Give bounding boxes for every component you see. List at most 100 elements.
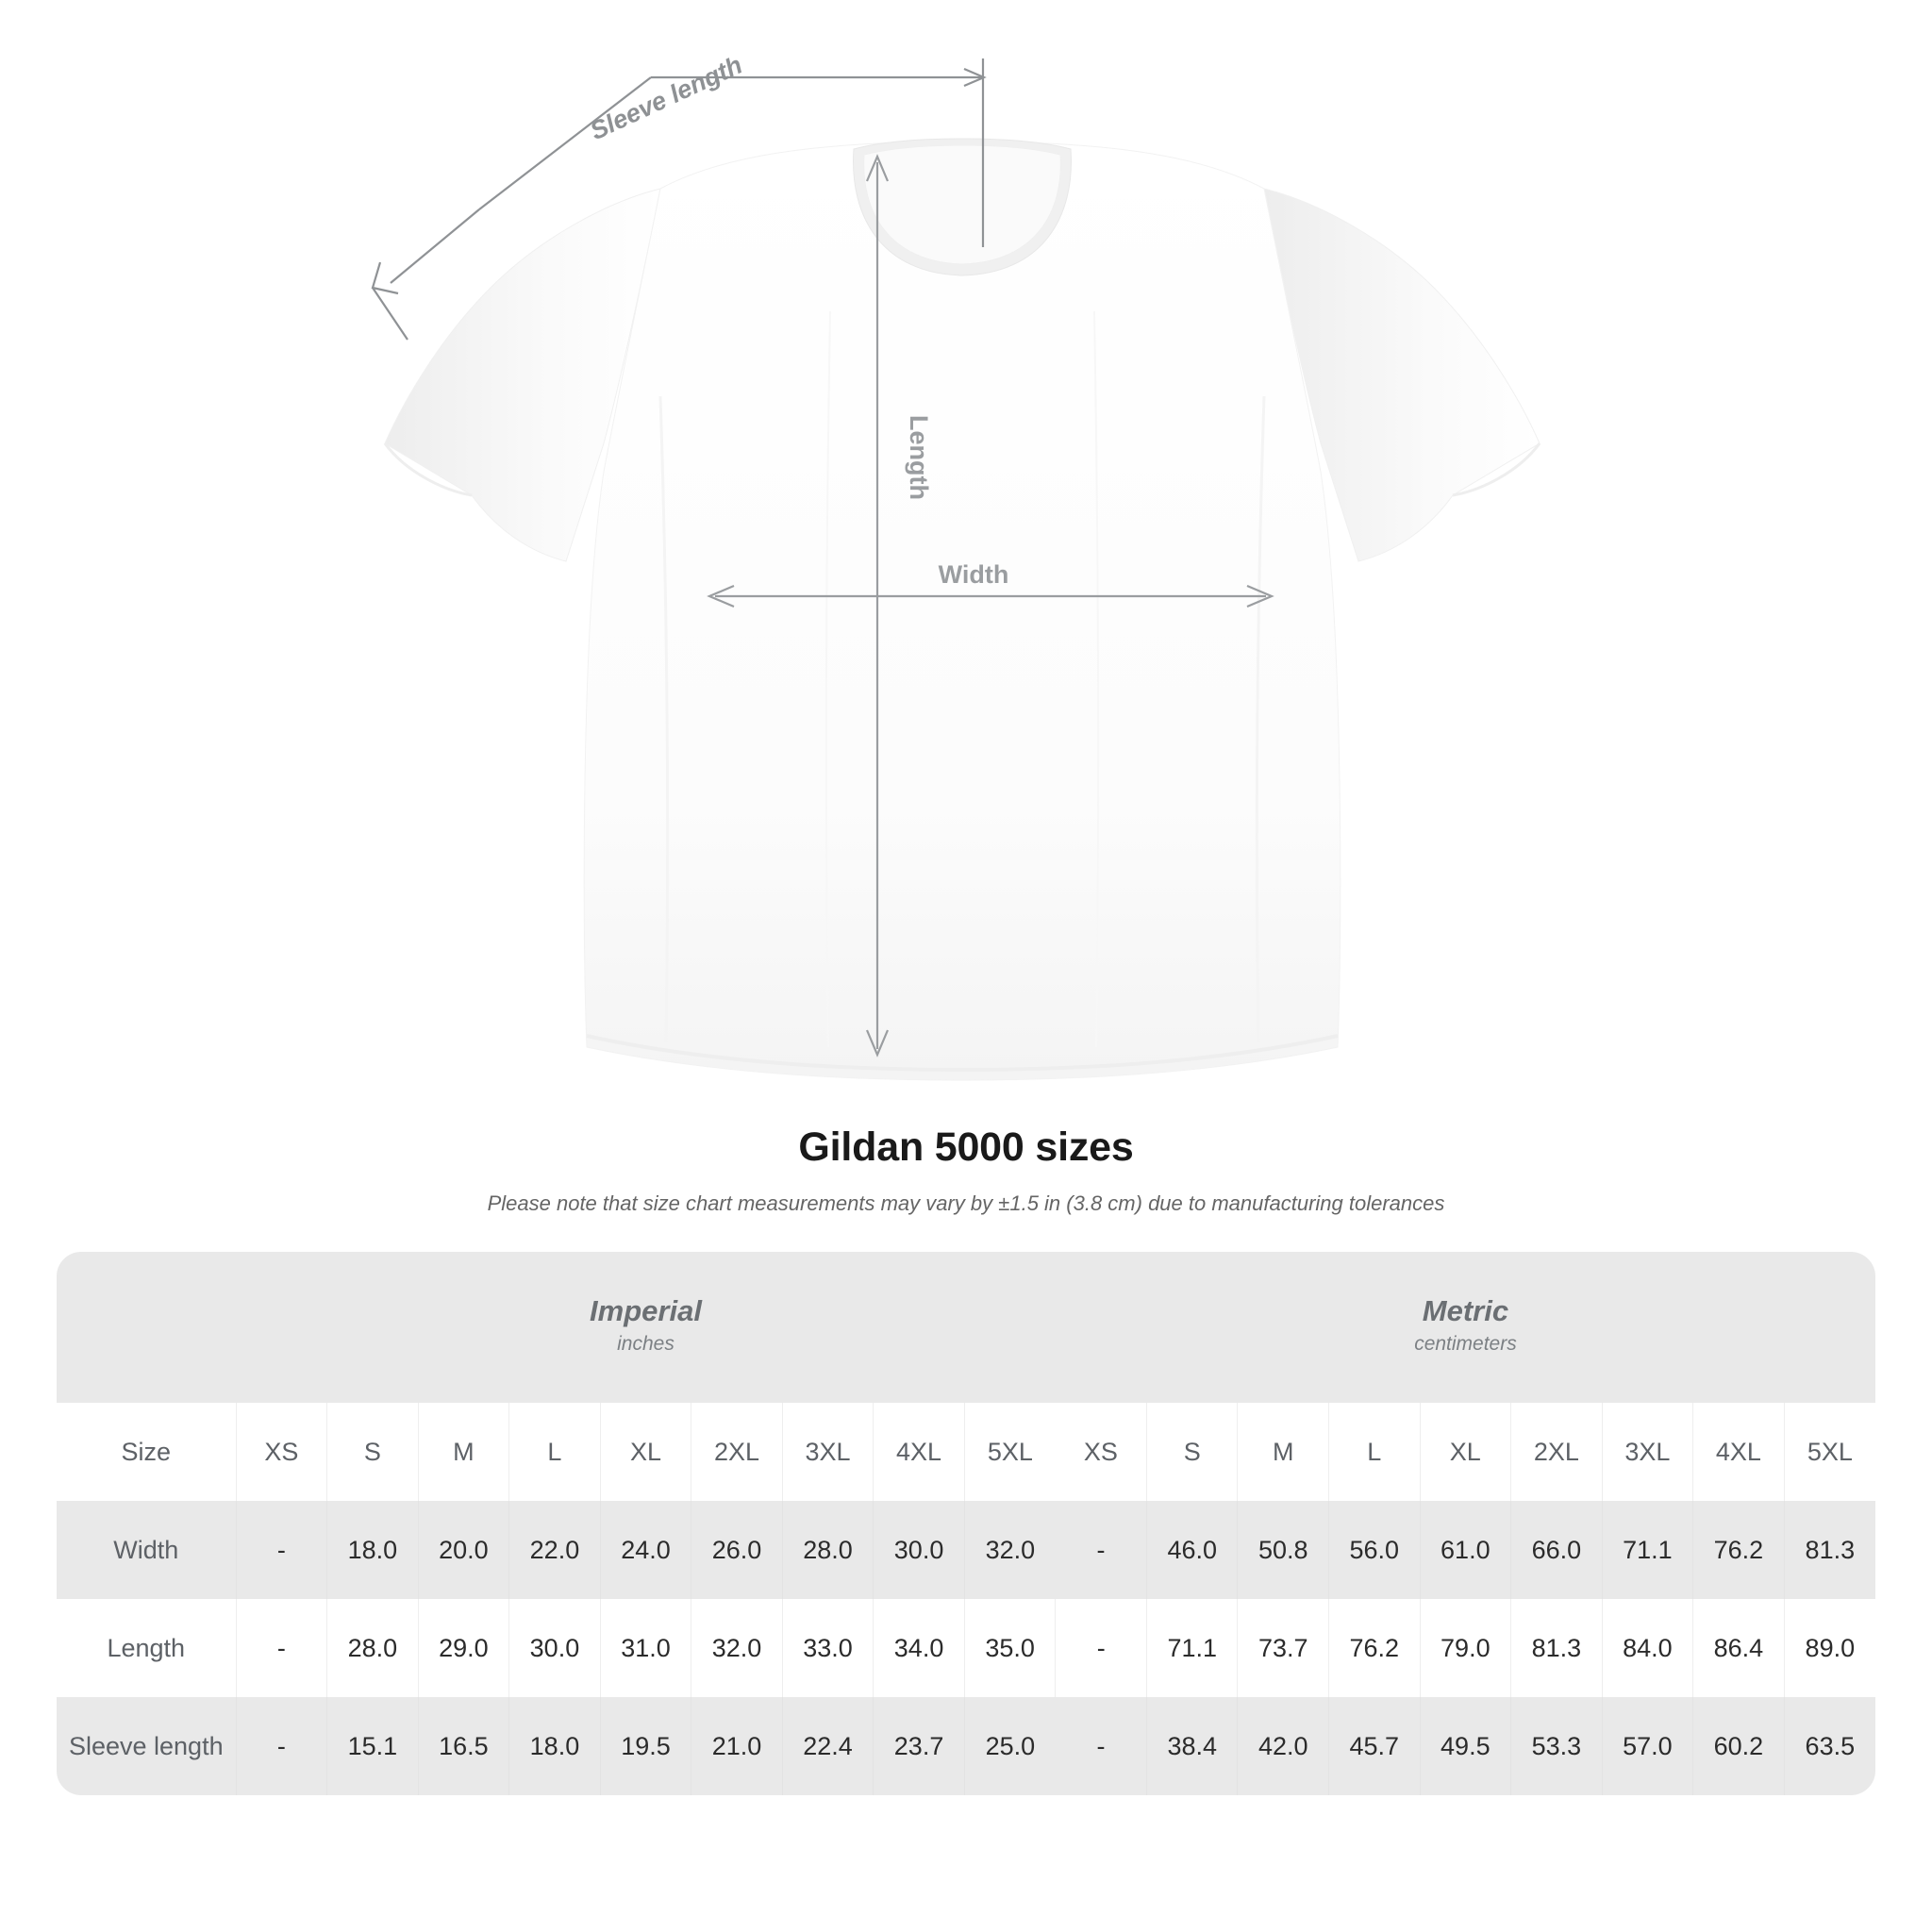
cell-sleeve-length-imperial-5xl: 25.0 xyxy=(963,1697,1056,1795)
cell-sleeve-length-imperial-4xl: 23.7 xyxy=(873,1697,965,1795)
size-header-metric-4xl: 4XL xyxy=(1692,1403,1785,1501)
cell-width-metric-s: 46.0 xyxy=(1145,1501,1238,1599)
cell-length-imperial-s: 28.0 xyxy=(326,1599,419,1697)
sleeve-length-measure xyxy=(371,58,987,341)
cell-length-metric-4xl: 86.4 xyxy=(1692,1599,1785,1697)
cell-sleeve-length-imperial-l: 18.0 xyxy=(508,1697,601,1795)
size-header-imperial-xs: XS xyxy=(235,1403,327,1501)
cell-sleeve-length-metric-xl: 49.5 xyxy=(1419,1697,1511,1795)
cell-length-metric-3xl: 84.0 xyxy=(1601,1599,1693,1697)
cell-width-metric-2xl: 66.0 xyxy=(1510,1501,1603,1599)
cell-length-imperial-m: 29.0 xyxy=(417,1599,509,1697)
cell-length-metric-l: 76.2 xyxy=(1328,1599,1421,1697)
cell-width-metric-5xl: 81.3 xyxy=(1783,1501,1875,1599)
length-measure xyxy=(865,154,890,1058)
table-row: Length -28.0 29.0 30.0 31.0 32.0 33.0 34.0 35.0-… xyxy=(57,1599,1875,1697)
sleeve-length-label: Sleeve length xyxy=(586,50,746,145)
unit-header-spacer xyxy=(57,1252,237,1403)
cell-length-imperial-3xl: 33.0 xyxy=(781,1599,874,1697)
cell-length-imperial-xs: - xyxy=(235,1599,327,1697)
unit-group-metric: Metric centimeters xyxy=(1055,1252,1875,1403)
cell-length-imperial-5xl: 35.0 xyxy=(963,1599,1056,1697)
size-header-imperial-m: M xyxy=(417,1403,509,1501)
size-header-metric-xs: XS xyxy=(1055,1403,1147,1501)
size-header-metric-2xl: 2XL xyxy=(1510,1403,1603,1501)
unit-name-imperial: Imperial xyxy=(590,1294,702,1328)
size-header-imperial-l: L xyxy=(508,1403,601,1501)
size-header-imperial-4xl: 4XL xyxy=(873,1403,965,1501)
size-column-label: Size xyxy=(57,1403,237,1501)
cell-length-metric-5xl: 89.0 xyxy=(1783,1599,1875,1697)
cell-sleeve-length-metric-s: 38.4 xyxy=(1145,1697,1238,1795)
cell-width-imperial-xs: - xyxy=(235,1501,327,1599)
cell-sleeve-length-metric-l: 45.7 xyxy=(1328,1697,1421,1795)
cell-sleeve-length-metric-3xl: 57.0 xyxy=(1601,1697,1693,1795)
unit-name-metric: Metric xyxy=(1422,1294,1509,1328)
size-header-imperial-3xl: 3XL xyxy=(781,1403,874,1501)
title-block: Gildan 5000 sizes Please note that size … xyxy=(0,1113,1932,1216)
size-header-metric-s: S xyxy=(1145,1403,1238,1501)
cell-width-imperial-l: 22.0 xyxy=(508,1501,601,1599)
row-label-sleeve-length: Sleeve length xyxy=(57,1697,237,1795)
cell-width-imperial-4xl: 30.0 xyxy=(873,1501,965,1599)
cell-length-metric-xl: 79.0 xyxy=(1419,1599,1511,1697)
unit-sub-imperial: inches xyxy=(617,1333,675,1356)
cell-length-metric-s: 71.1 xyxy=(1145,1599,1238,1697)
width-label: Width xyxy=(939,560,1009,589)
cell-sleeve-length-metric-xs: - xyxy=(1055,1697,1147,1795)
cell-length-imperial-xl: 31.0 xyxy=(599,1599,691,1697)
cell-width-imperial-m: 20.0 xyxy=(417,1501,509,1599)
cell-sleeve-length-metric-5xl: 63.5 xyxy=(1783,1697,1875,1795)
cell-sleeve-length-metric-4xl: 60.2 xyxy=(1692,1697,1785,1795)
cell-width-imperial-xl: 24.0 xyxy=(599,1501,691,1599)
table-row: Sleeve length -15.1 16.5 18.0 19.5 21.0 22.4 23… xyxy=(57,1697,1875,1795)
row-label-width: Width xyxy=(57,1501,237,1599)
tshirt-body-shape xyxy=(383,138,1541,1081)
unit-group-imperial: Imperial inches xyxy=(236,1252,1056,1403)
cell-sleeve-length-metric-2xl: 53.3 xyxy=(1510,1697,1603,1795)
tshirt-illustration: Sleeve length Length Width xyxy=(371,50,1541,1081)
cell-width-metric-xs: - xyxy=(1055,1501,1147,1599)
size-header-imperial-xl: XL xyxy=(599,1403,691,1501)
page-subtitle: Please note that size chart measurements… xyxy=(487,1191,1445,1215)
table-row: Width -18.0 20.0 22.0 24.0 26.0 28.0 30.0 32.0-4… xyxy=(57,1501,1875,1599)
cell-length-metric-xs: - xyxy=(1055,1599,1147,1697)
width-measure xyxy=(707,584,1274,608)
size-header-metric-m: M xyxy=(1237,1403,1329,1501)
size-header-metric-3xl: 3XL xyxy=(1601,1403,1693,1501)
size-header-imperial-5xl: 5XL xyxy=(963,1403,1056,1501)
size-header-metric-xl: XL xyxy=(1419,1403,1511,1501)
cell-sleeve-length-imperial-s: 15.1 xyxy=(326,1697,419,1795)
row-label-length: Length xyxy=(57,1599,237,1697)
cell-width-metric-4xl: 76.2 xyxy=(1692,1501,1785,1599)
cell-sleeve-length-imperial-xl: 19.5 xyxy=(599,1697,691,1795)
size-chart-table: Imperial inches Metric centimeters Size … xyxy=(57,1252,1875,1795)
size-table-container: Imperial inches Metric centimeters Size … xyxy=(0,1252,1932,1795)
size-header-imperial-s: S xyxy=(326,1403,419,1501)
cell-width-metric-xl: 61.0 xyxy=(1419,1501,1511,1599)
length-label: Length xyxy=(905,415,933,500)
cell-sleeve-length-imperial-2xl: 21.0 xyxy=(691,1697,783,1795)
size-header-imperial-2xl: 2XL xyxy=(691,1403,783,1501)
cell-length-imperial-4xl: 34.0 xyxy=(873,1599,965,1697)
cell-length-metric-m: 73.7 xyxy=(1237,1599,1329,1697)
size-header-row: Size XS S M L XL 2XL 3XL 4XL 5XL XS S M L XL 2XL 3XL 4XL… xyxy=(57,1403,1875,1501)
page-title: Gildan 5000 sizes xyxy=(798,1124,1134,1170)
cell-length-imperial-2xl: 32.0 xyxy=(691,1599,783,1697)
cell-sleeve-length-metric-m: 42.0 xyxy=(1237,1697,1329,1795)
cell-width-imperial-2xl: 26.0 xyxy=(691,1501,783,1599)
cell-sleeve-length-imperial-3xl: 22.4 xyxy=(781,1697,874,1795)
cell-width-imperial-s: 18.0 xyxy=(326,1501,419,1599)
cell-length-imperial-l: 30.0 xyxy=(508,1599,601,1697)
cell-width-metric-m: 50.8 xyxy=(1237,1501,1329,1599)
unit-sub-metric: centimeters xyxy=(1414,1333,1517,1356)
cell-width-imperial-5xl: 32.0 xyxy=(963,1501,1056,1599)
tshirt-diagram: Sleeve length Length Width xyxy=(371,50,1541,1081)
cell-width-imperial-3xl: 28.0 xyxy=(781,1501,874,1599)
cell-sleeve-length-imperial-m: 16.5 xyxy=(417,1697,509,1795)
size-header-metric-5xl: 5XL xyxy=(1783,1403,1875,1501)
cell-sleeve-length-imperial-xs: - xyxy=(235,1697,327,1795)
cell-width-metric-l: 56.0 xyxy=(1328,1501,1421,1599)
cell-length-metric-2xl: 81.3 xyxy=(1510,1599,1603,1697)
size-header-metric-l: L xyxy=(1328,1403,1421,1501)
